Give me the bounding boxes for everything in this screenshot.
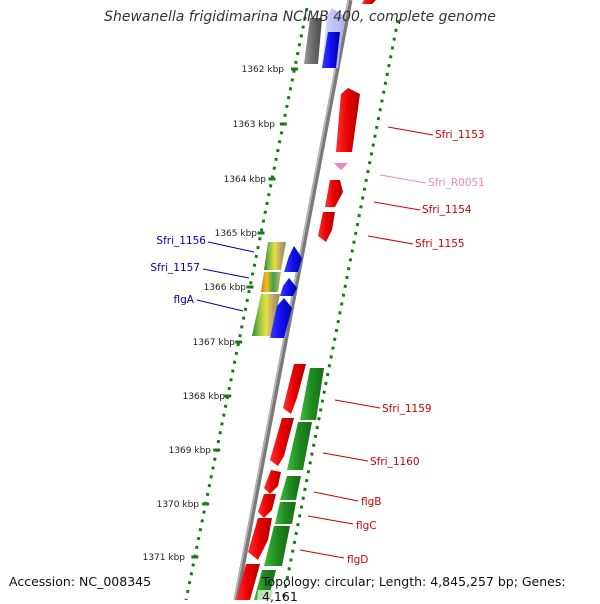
gene-arrow <box>275 502 296 524</box>
scale-tick-label: 1370 kbp <box>157 500 200 510</box>
scale-tick-label: 1362 kbp <box>242 65 285 75</box>
gene-arrow <box>304 18 322 64</box>
scale-tick-label: 1367 kbp <box>193 338 236 348</box>
gene-arrow <box>287 422 312 470</box>
gene-labels: Sfri_1153 Sfri_R0051 Sfri_1154 Sfri_1155 Sfr… <box>150 126 485 566</box>
gene-label-leader <box>387 126 434 136</box>
gene-label-leader <box>299 549 345 559</box>
gene-arrow <box>300 368 324 420</box>
gene-arrow-Sfri_1154[interactable] <box>325 180 343 207</box>
scale-tick <box>213 448 221 452</box>
scale-tick-label: 1365 kbp <box>215 229 258 239</box>
gene-group-top <box>304 0 376 68</box>
gene-label-leader <box>202 268 250 279</box>
scale-tick-label: 1363 kbp <box>233 120 276 130</box>
scale-line <box>184 7 309 601</box>
gene-label[interactable]: Sfri_1160 <box>370 456 420 468</box>
gene-label-leader <box>207 241 255 253</box>
gene-arrow <box>362 0 376 4</box>
accession-text: Accession: NC_008345 <box>9 574 152 589</box>
scale-tick-label: 1371 kbp <box>143 553 186 563</box>
scale-tick-label: 1364 kbp <box>224 175 267 185</box>
scale-tick <box>246 285 254 289</box>
gene-label-leader <box>367 235 414 245</box>
gene-arrow-flgA[interactable] <box>270 298 292 338</box>
genome-backbone-highlight <box>233 0 350 601</box>
gene-arrow-Sfri_1156[interactable] <box>284 246 302 272</box>
gene-arrow <box>264 242 286 270</box>
gene-label[interactable]: Sfri_1159 <box>382 403 432 415</box>
gene-label[interactable]: Sfri_1155 <box>415 238 465 250</box>
gene-arrow-flgC[interactable] <box>258 494 276 518</box>
scale-ticks <box>191 67 298 559</box>
scale-tick <box>279 122 287 126</box>
scale-tick <box>257 231 265 235</box>
gene-arrow-Sfri_R0051[interactable] <box>334 163 348 170</box>
gene-arrow-Sfri_1157[interactable] <box>280 278 297 296</box>
gene-arrow <box>236 564 260 600</box>
gene-label-leader <box>379 174 427 184</box>
gene-label[interactable]: Sfri_1157 <box>150 262 200 274</box>
gene-arrow <box>257 590 272 600</box>
gene-label-leader <box>373 201 421 211</box>
scale-tick <box>202 502 210 506</box>
gene-arrow-Sfri_1159[interactable] <box>283 364 306 414</box>
gene-label[interactable]: Sfri_1156 <box>156 235 206 247</box>
gene-label[interactable]: flgA <box>174 294 195 306</box>
gene-arrow-Sfri_1153[interactable] <box>336 88 360 152</box>
scale-tick-label: 1368 kbp <box>183 392 226 402</box>
gene-arrow <box>322 32 340 68</box>
scale-tick <box>224 394 232 398</box>
gene-label-leader <box>334 399 381 409</box>
scale-tick-label: 1369 kbp <box>169 446 212 456</box>
genome-title: Shewanella frigidimarina NCIMB 400, comp… <box>104 9 496 25</box>
gene-group-1366 <box>252 242 302 338</box>
gene-arrow <box>280 476 301 500</box>
gene-arrow-flgD[interactable] <box>248 518 272 560</box>
gene-arrow-flgB[interactable] <box>264 470 281 494</box>
scale-tick <box>268 177 276 181</box>
gene-label[interactable]: flgB <box>361 496 381 508</box>
gene-label-leader <box>307 515 354 525</box>
gene-label[interactable]: flgD <box>347 554 368 566</box>
gene-label-leader <box>313 491 359 502</box>
genome-backbone <box>233 0 353 601</box>
gene-label-leader <box>196 299 244 312</box>
gene-label[interactable]: flgC <box>356 520 377 532</box>
scale-tick <box>191 555 199 559</box>
gene-label[interactable]: Sfri_1154 <box>422 204 472 216</box>
gene-arrow <box>264 526 290 566</box>
scale-tick <box>235 340 243 344</box>
gene-arrow-Sfri_1155[interactable] <box>318 212 335 242</box>
gene-arrow-Sfri_1160[interactable] <box>270 418 294 466</box>
gene-label[interactable]: Sfri_R0051 <box>428 177 485 189</box>
gene-arrow <box>261 272 281 292</box>
gene-label[interactable]: Sfri_1153 <box>435 129 485 141</box>
scale-tick-label: 1366 kbp <box>204 283 247 293</box>
scale-tick <box>291 67 298 71</box>
gene-label-leader <box>322 452 369 462</box>
